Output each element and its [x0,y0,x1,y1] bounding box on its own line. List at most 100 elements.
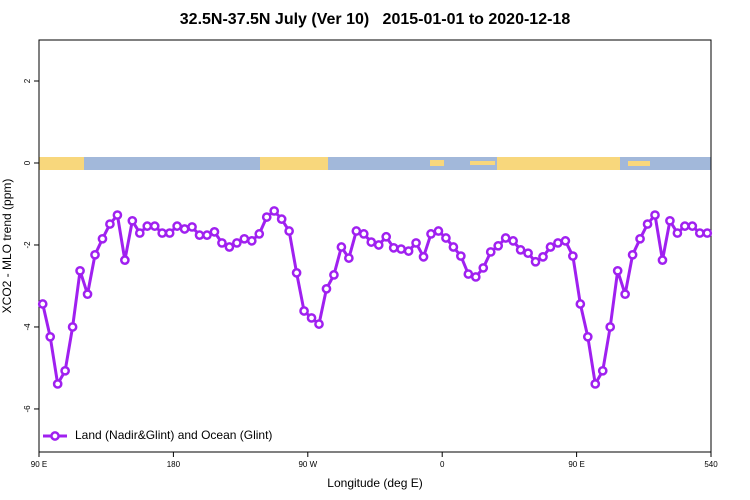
data-point [291,268,302,278]
x-tick-label: 0 [440,460,445,469]
data-point [336,242,347,252]
y-tick-label: -2 [23,241,32,249]
data-point [261,212,272,222]
data-point [612,265,623,276]
data-point [582,331,593,342]
data-point [164,228,175,238]
data-point [82,289,93,300]
data-point [246,236,257,246]
data-point [523,248,533,259]
data-point [411,238,421,248]
data-point [194,230,205,240]
data-point [448,242,459,252]
data-point [657,255,668,265]
data-point [52,379,63,389]
data-point [575,299,586,309]
data-point [314,319,324,329]
data-point [276,214,287,224]
data-point [358,229,369,239]
data-point [493,240,504,251]
data-point [553,238,563,248]
data-point [500,233,511,243]
data-point [590,379,601,389]
data-point [545,242,556,252]
data-point [478,263,489,273]
data-point [642,219,653,229]
data-point [187,222,197,232]
data-point [530,256,541,267]
land-ocean-strip [39,157,711,170]
data-point [97,233,108,244]
data-point [217,238,227,248]
data-point [485,247,496,257]
data-point [470,272,481,282]
y-tick-label: 2 [23,78,32,83]
data-point [388,242,399,253]
data-point [149,221,160,231]
data-point [381,231,392,242]
data-point [239,233,250,244]
data-point [680,221,690,231]
x-tick-label: 90 E [568,460,584,469]
y-tick-label: 0 [23,160,32,165]
legend-marker [50,431,60,441]
data-point [366,237,377,247]
data-point [75,265,85,276]
data-point [142,221,153,231]
data-point [134,228,145,238]
data-point [702,228,713,238]
data-point [433,226,444,236]
data-point [620,289,630,300]
data-point [67,322,78,332]
data-point [538,252,548,262]
legend-label: Land (Nadir&Glint) and Ocean (Glint) [75,428,272,442]
data-point [284,226,294,236]
data-point [694,228,705,238]
data-point [605,322,616,332]
x-tick-label: 540 [704,460,718,469]
data-point [37,299,48,309]
data-point [403,246,414,256]
data-point [597,365,608,376]
data-point [120,255,130,265]
data-point [373,240,384,250]
data-point [441,233,451,243]
data-point [127,215,138,226]
data-point [321,283,332,294]
data-point [687,221,698,231]
x-tick-label: 90 E [31,460,47,469]
data-point [172,221,182,231]
data-point [306,313,317,323]
data-point [560,236,571,246]
data-point [269,206,280,216]
plot-frame [38,39,712,453]
data-point [515,245,526,255]
y-tick-label: -6 [23,405,32,413]
data-point [418,252,429,262]
data-point [351,226,362,236]
data-point [112,210,123,220]
data-point [396,244,406,254]
data-point [627,249,638,260]
data-point [635,233,645,244]
data-point [463,269,474,279]
data-point [157,228,168,238]
data-point [90,249,100,260]
data-point [344,253,354,263]
data-point [672,228,683,238]
chart-title: 32.5N-37.5N July (Ver 10) 2015-01-01 to … [180,11,571,28]
data-point [299,306,309,316]
data-point [254,229,265,239]
data-point [426,229,436,239]
data-point [329,270,339,280]
data-point [105,219,115,229]
data-point [202,230,212,240]
x-tick-label: 180 [167,460,181,469]
data-point [650,210,660,220]
x-axis-label: Longitude (deg E) [327,476,422,490]
x-tick-label: 90 W [298,460,317,469]
data-point [456,251,466,261]
data-point [209,227,220,237]
data-point [568,251,578,261]
